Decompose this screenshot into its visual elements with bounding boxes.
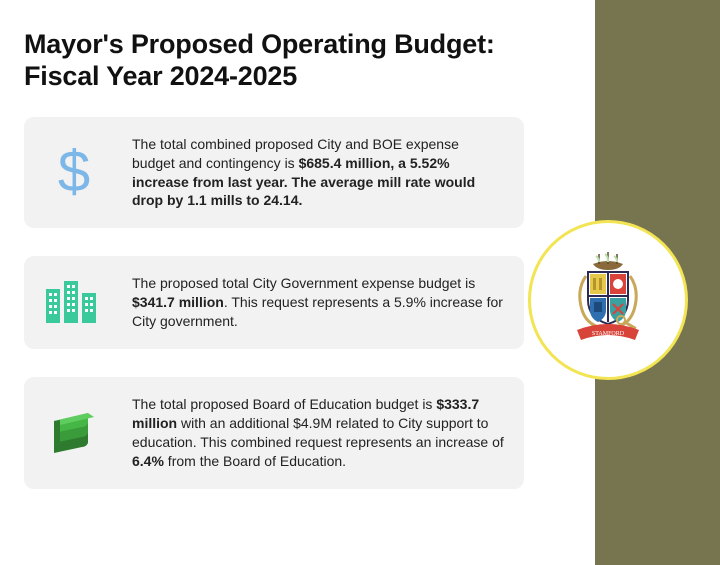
card-text-boe: The total proposed Board of Education bu…: [132, 395, 504, 471]
slide: STAMFORD Mayor's Proposed Operating Budg…: [0, 0, 720, 565]
books-icon: [38, 409, 110, 457]
page-title: Mayor's Proposed Operating Budget: Fisca…: [24, 28, 531, 93]
summary-card-city: The proposed total City Government expen…: [24, 256, 524, 349]
city-seal-icon: STAMFORD: [563, 250, 653, 350]
content-area: Mayor's Proposed Operating Budget: Fisca…: [0, 0, 555, 489]
svg-text:$: $: [58, 141, 90, 204]
dollar-icon: $: [38, 141, 110, 205]
summary-card-total: $ The total combined proposed City and B…: [24, 117, 524, 229]
seal-banner-text: STAMFORD: [592, 331, 625, 337]
buildings-icon: [38, 279, 110, 327]
card-text-city: The proposed total City Government expen…: [132, 274, 504, 331]
card-text-total: The total combined proposed City and BOE…: [132, 135, 504, 211]
summary-card-boe: The total proposed Board of Education bu…: [24, 377, 524, 489]
